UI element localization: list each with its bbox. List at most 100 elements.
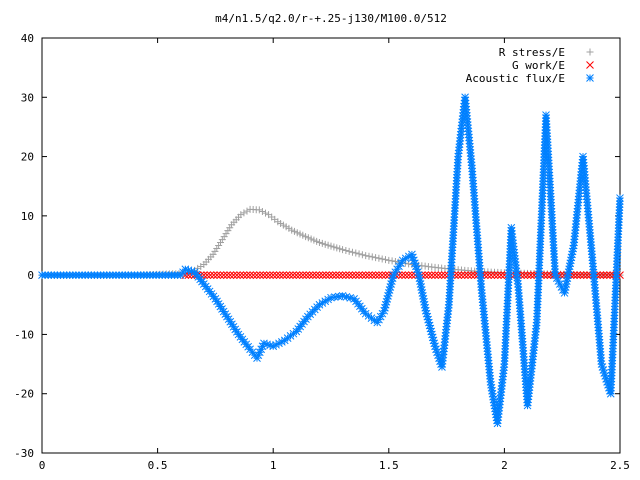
data-point [408, 271, 416, 279]
data-point-interp [213, 271, 221, 279]
data-point-interp [423, 312, 432, 321]
data-point-interp [410, 256, 418, 265]
data-point-interp [184, 266, 193, 275]
data-point-interp [263, 340, 271, 349]
data-point-interp [411, 259, 419, 268]
legend-label: R stress/E [499, 46, 565, 59]
data-point-interp [216, 302, 225, 311]
data-point [431, 271, 439, 279]
data-point-interp [187, 267, 196, 276]
x-tick-label: 1.5 [379, 459, 399, 472]
data-point-interp [562, 280, 571, 288]
data-point [421, 306, 430, 315]
data-point [181, 265, 190, 274]
data-point-interp [421, 303, 430, 312]
data-point [327, 293, 335, 302]
data-point [269, 342, 278, 351]
data-point-interp [206, 271, 215, 279]
data-point-interp [404, 271, 413, 279]
data-point-interp [424, 271, 433, 279]
data-point [398, 256, 407, 265]
data-point-interp [249, 271, 258, 279]
data-point-interp [336, 245, 344, 253]
data-point-interp [606, 271, 614, 279]
data-point-interp [484, 271, 492, 279]
data-point-interp [368, 253, 376, 261]
data-point-interp [233, 271, 241, 279]
data-point-interp [497, 271, 505, 279]
data-point-interp [435, 354, 443, 362]
data-point-interp [412, 262, 420, 271]
data-point-interp [487, 271, 496, 279]
data-point-interp [416, 280, 425, 288]
data-point-interp [261, 209, 269, 217]
data-point-interp [295, 271, 304, 279]
data-point-interp [493, 271, 502, 279]
data-point-interp [600, 369, 609, 377]
data-point-interp [219, 271, 228, 279]
data-point-interp [346, 294, 355, 302]
data-point-interp [424, 315, 432, 324]
data-point [223, 271, 231, 279]
data-point-interp [601, 372, 610, 380]
data-point-interp [428, 330, 436, 339]
data-point-interp [425, 321, 434, 330]
data-point-interp [242, 271, 251, 279]
data-point-interp [428, 333, 437, 342]
data-point-interp [432, 345, 440, 354]
data-point-interp [381, 303, 389, 312]
data-point-interp [552, 274, 561, 282]
data-point-interp [561, 283, 570, 291]
data-point-interp [464, 271, 472, 279]
y-tick-label: 10 [21, 210, 34, 223]
data-point-interp [299, 271, 307, 279]
data-point-interp [429, 336, 438, 345]
y-tick-label: -20 [14, 388, 34, 401]
data-point-interp [378, 309, 387, 318]
data-point-interp [327, 242, 335, 250]
data-point-interp [221, 310, 230, 318]
data-point-interp [275, 271, 284, 279]
data-point-interp [583, 271, 591, 279]
legend-label: G work/E [512, 59, 565, 72]
data-point-interp [351, 271, 360, 279]
data-point-interp [321, 297, 330, 306]
data-point-interp [209, 271, 218, 279]
data-point-interp [415, 274, 424, 282]
data-point-interp [371, 271, 380, 279]
data-point-interp [226, 317, 235, 326]
data-point-interp [378, 255, 386, 263]
data-point-interp [333, 244, 341, 252]
data-point-interp [561, 286, 569, 294]
x-tick-label: 2.5 [610, 459, 630, 472]
data-point [292, 271, 301, 279]
data-point-interp [579, 271, 588, 279]
data-point-interp [365, 252, 373, 260]
data-point [237, 211, 245, 219]
chart-title: m4/n1.5/q2.0/r-+.25-j130/M100.0/512 [215, 12, 447, 25]
data-point-interp [388, 257, 396, 265]
data-point-interp [387, 280, 395, 288]
data-point-interp [213, 297, 221, 306]
legend-marker [586, 48, 594, 56]
data-point-interp [568, 247, 577, 256]
data-point-interp [240, 209, 248, 217]
data-point-interp [419, 295, 428, 303]
data-point-interp [266, 271, 274, 279]
data-point-interp [414, 268, 422, 277]
data-point-interp [430, 339, 439, 348]
data-point [389, 271, 398, 279]
data-point-interp [437, 271, 446, 279]
data-point-interp [229, 271, 238, 279]
data-point-interp [554, 277, 563, 285]
data-point [373, 318, 382, 327]
data-point-interp [416, 277, 424, 285]
data-point-interp [383, 295, 392, 303]
data-point-interp [305, 271, 314, 279]
data-point [246, 271, 254, 279]
data-point-interp [567, 256, 575, 265]
data-point-interp [262, 271, 271, 279]
data-point-interp [543, 271, 552, 279]
data-point-interp [258, 208, 266, 216]
